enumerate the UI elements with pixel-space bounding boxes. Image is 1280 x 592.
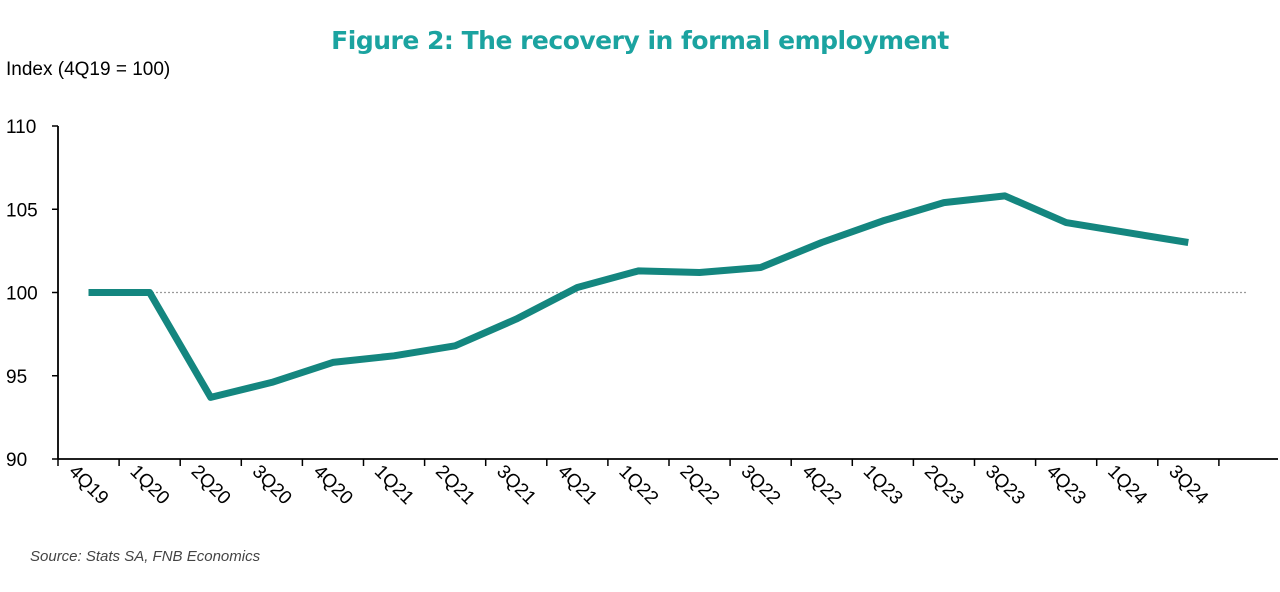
y-tick-label: 110 (6, 117, 36, 138)
tick-labels-layer: 90 95 100 105 110 4Q19 1Q20 2Q20 3Q20 4Q20 1Q21 2Q2… (6, 117, 1212, 509)
x-tick-label: 4Q19 (65, 461, 113, 509)
x-tick-label: 3Q24 (1164, 461, 1212, 509)
x-tick-label: 1Q23 (859, 461, 907, 509)
series-line (88, 192, 1189, 401)
x-tick-label: 2Q20 (187, 461, 235, 509)
x-tick-label: 3Q20 (248, 461, 296, 509)
x-tick-label: 1Q20 (126, 461, 174, 509)
x-tick-label: 2Q23 (920, 461, 968, 509)
x-tick-label: 1Q24 (1103, 461, 1151, 509)
x-tick-label: 1Q22 (614, 461, 662, 509)
x-tick-label: 1Q21 (370, 461, 418, 509)
axes-layer (52, 125, 1278, 466)
x-tick-label: 2Q22 (676, 461, 724, 509)
series-layer (88, 192, 1189, 401)
chart-title: Figure 2: The recovery in formal employm… (331, 26, 949, 55)
y-axis-title: Index (4Q19 = 100) (6, 59, 171, 80)
x-tick-label: 3Q23 (981, 461, 1029, 509)
y-tick-label: 100 (6, 284, 38, 305)
x-tick-label: 4Q20 (309, 461, 357, 509)
y-tick-label: 105 (6, 200, 38, 221)
x-tick-label: 2Q21 (431, 461, 479, 509)
y-tick-label: 90 (6, 450, 27, 471)
source-note: Source: Stats SA, FNB Economics (30, 548, 261, 565)
y-tick-label: 95 (6, 367, 27, 388)
x-tick-label: 3Q21 (492, 461, 540, 509)
x-tick-label: 3Q22 (737, 461, 785, 509)
x-tick-label: 4Q22 (798, 461, 846, 509)
x-tick-label: 4Q23 (1042, 461, 1090, 509)
x-tick-label: 4Q21 (553, 461, 601, 509)
